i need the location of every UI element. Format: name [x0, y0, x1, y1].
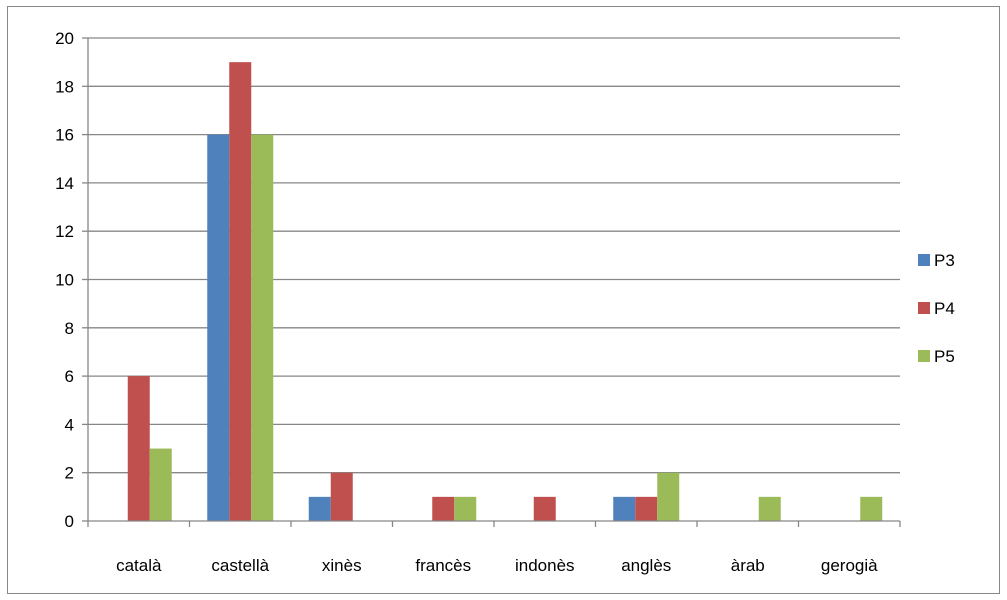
bar-p4-5 — [635, 496, 658, 521]
y-tick-label: 4 — [65, 415, 74, 434]
bar-p5-6 — [758, 496, 781, 521]
chart-frame — [7, 6, 1000, 594]
bar-p3-2 — [308, 496, 331, 521]
x-tick-label: xinès — [322, 556, 362, 575]
x-tick-label: indonès — [515, 556, 575, 575]
x-tick-labels: català castellà xinès francès indonès anglès à… — [116, 556, 878, 575]
y-tick-label: 8 — [65, 319, 74, 338]
bars — [127, 62, 883, 522]
bar-p5-0 — [149, 448, 172, 521]
y-tick-label: 0 — [65, 512, 74, 531]
y-tick-label: 10 — [55, 271, 74, 290]
x-tick-label: castellà — [211, 556, 269, 575]
y-tick-label: 12 — [55, 222, 74, 241]
legend-swatch-p3 — [918, 254, 930, 266]
bar-p4-0 — [127, 376, 150, 521]
bar-p4-1 — [229, 62, 252, 522]
legend-swatch-p4 — [918, 302, 930, 314]
y-tick-label: 6 — [65, 367, 74, 386]
axes — [82, 37, 901, 527]
bar-p5-1 — [251, 134, 274, 521]
bar-p3-5 — [613, 496, 636, 521]
legend-label-p4: P4 — [934, 299, 955, 318]
y-tick-label: 14 — [55, 174, 74, 193]
legend-label-p5: P5 — [934, 347, 955, 366]
bar-p3-1 — [207, 134, 230, 521]
y-tick-label: 2 — [65, 464, 74, 483]
legend: P3 P4 P5 — [918, 251, 955, 366]
bar-p4-2 — [330, 472, 353, 521]
y-tick-label: 20 — [55, 29, 74, 48]
x-tick-label: francès — [415, 556, 471, 575]
bar-p4-4 — [533, 496, 556, 521]
legend-label-p3: P3 — [934, 251, 955, 270]
x-tick-label: català — [116, 556, 162, 575]
legend-swatch-p5 — [918, 350, 930, 362]
bar-p5-3 — [454, 496, 477, 521]
bar-p5-5 — [657, 472, 680, 521]
x-tick-label: àrab — [731, 556, 765, 575]
bar-p5-7 — [860, 496, 883, 521]
x-tick-label: anglès — [621, 556, 671, 575]
x-tick-label: gerogià — [821, 556, 878, 575]
y-tick-label: 16 — [55, 126, 74, 145]
bar-p4-3 — [432, 496, 455, 521]
y-tick-label: 18 — [55, 77, 74, 96]
y-tick-labels: 0 2 4 6 8 10 12 14 16 18 20 — [55, 29, 74, 531]
